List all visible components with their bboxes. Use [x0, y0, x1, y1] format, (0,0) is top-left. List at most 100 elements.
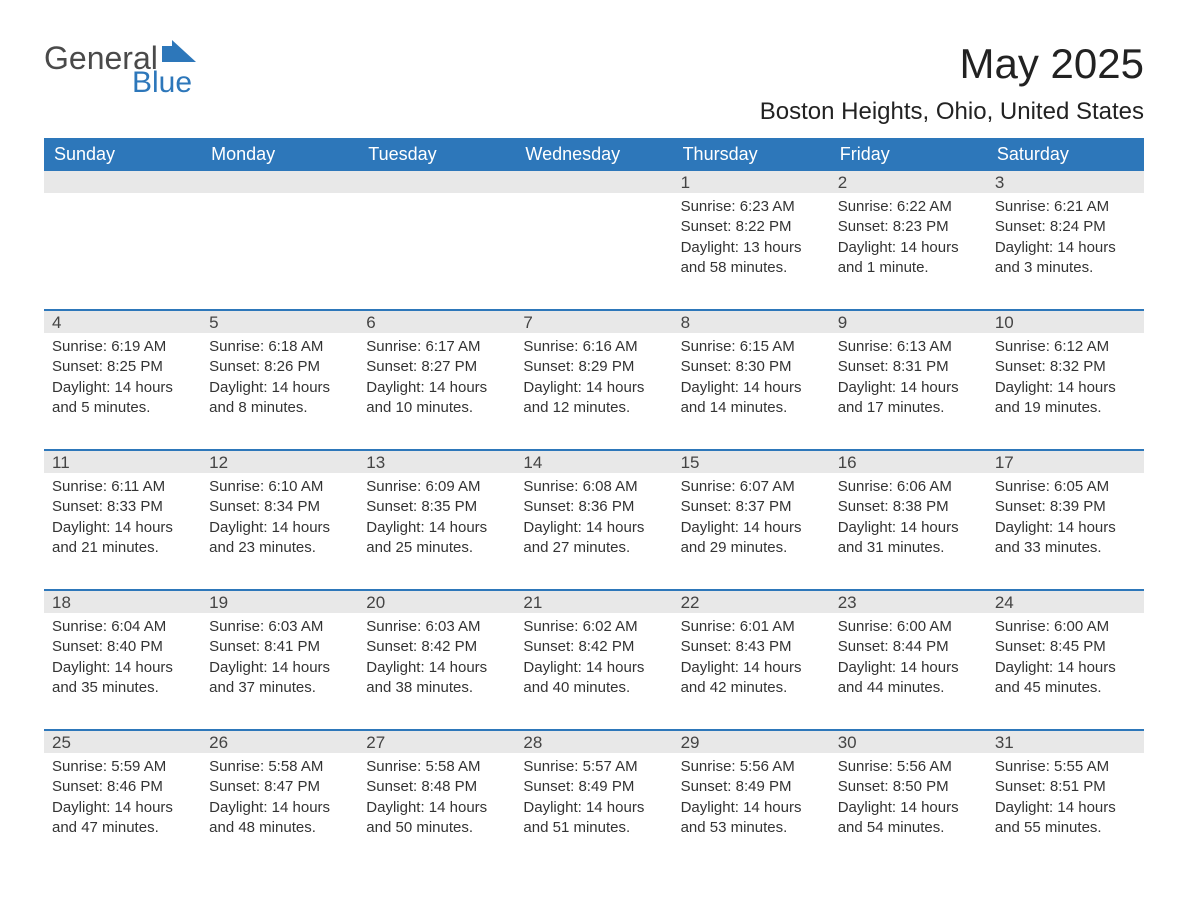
- calendar-cell: 22Sunrise: 6:01 AMSunset: 8:43 PMDayligh…: [673, 590, 830, 730]
- day-body: Sunrise: 6:06 AMSunset: 8:38 PMDaylight:…: [830, 473, 987, 566]
- day-body: Sunrise: 6:11 AMSunset: 8:33 PMDaylight:…: [44, 473, 201, 566]
- sunrise-text: Sunrise: 6:22 AM: [838, 197, 979, 217]
- day-number: 5: [201, 311, 358, 333]
- sunrise-text: Sunrise: 6:10 AM: [209, 477, 350, 497]
- sunset-text: Sunset: 8:42 PM: [366, 637, 507, 657]
- calendar-cell: 31Sunrise: 5:55 AMSunset: 8:51 PMDayligh…: [987, 730, 1144, 869]
- daylight-text: Daylight: 14 hours and 44 minutes.: [838, 658, 979, 699]
- daylight-text: Daylight: 14 hours and 14 minutes.: [681, 378, 822, 419]
- sunrise-text: Sunrise: 6:00 AM: [995, 617, 1136, 637]
- day-number: 8: [673, 311, 830, 333]
- day-body: Sunrise: 5:56 AMSunset: 8:49 PMDaylight:…: [673, 753, 830, 846]
- calendar-head: Sunday Monday Tuesday Wednesday Thursday…: [44, 138, 1144, 171]
- daylight-text: Daylight: 14 hours and 25 minutes.: [366, 518, 507, 559]
- daylight-text: Daylight: 14 hours and 1 minute.: [838, 238, 979, 279]
- day-number: 6: [358, 311, 515, 333]
- day-number: 7: [515, 311, 672, 333]
- sunset-text: Sunset: 8:48 PM: [366, 777, 507, 797]
- day-body: Sunrise: 6:13 AMSunset: 8:31 PMDaylight:…: [830, 333, 987, 426]
- daylight-text: Daylight: 14 hours and 53 minutes.: [681, 798, 822, 839]
- logo: General Blue: [44, 40, 196, 98]
- month-title: May 2025: [760, 40, 1144, 88]
- sunrise-text: Sunrise: 5:58 AM: [366, 757, 507, 777]
- sunrise-text: Sunrise: 6:03 AM: [209, 617, 350, 637]
- day-body: Sunrise: 6:09 AMSunset: 8:35 PMDaylight:…: [358, 473, 515, 566]
- page-header: General Blue May 2025 Boston Heights, Oh…: [44, 40, 1144, 126]
- day-number: 15: [673, 451, 830, 473]
- sunset-text: Sunset: 8:32 PM: [995, 357, 1136, 377]
- sunset-text: Sunset: 8:41 PM: [209, 637, 350, 657]
- day-number: 1: [673, 171, 830, 193]
- day-number: [201, 171, 358, 193]
- calendar-cell: [44, 171, 201, 310]
- daylight-text: Daylight: 14 hours and 35 minutes.: [52, 658, 193, 699]
- calendar-cell: 28Sunrise: 5:57 AMSunset: 8:49 PMDayligh…: [515, 730, 672, 869]
- sunset-text: Sunset: 8:22 PM: [681, 217, 822, 237]
- day-number: 12: [201, 451, 358, 473]
- sunrise-text: Sunrise: 6:12 AM: [995, 337, 1136, 357]
- sunset-text: Sunset: 8:49 PM: [681, 777, 822, 797]
- calendar-cell: 2Sunrise: 6:22 AMSunset: 8:23 PMDaylight…: [830, 171, 987, 310]
- day-body: Sunrise: 6:03 AMSunset: 8:42 PMDaylight:…: [358, 613, 515, 706]
- sunset-text: Sunset: 8:49 PM: [523, 777, 664, 797]
- calendar-row: 1Sunrise: 6:23 AMSunset: 8:22 PMDaylight…: [44, 171, 1144, 310]
- day-number: 26: [201, 731, 358, 753]
- day-number: [44, 171, 201, 193]
- calendar-cell: 3Sunrise: 6:21 AMSunset: 8:24 PMDaylight…: [987, 171, 1144, 310]
- sunset-text: Sunset: 8:44 PM: [838, 637, 979, 657]
- calendar-cell: 13Sunrise: 6:09 AMSunset: 8:35 PMDayligh…: [358, 450, 515, 590]
- day-body: Sunrise: 6:22 AMSunset: 8:23 PMDaylight:…: [830, 193, 987, 286]
- sunrise-text: Sunrise: 5:58 AM: [209, 757, 350, 777]
- sunrise-text: Sunrise: 6:06 AM: [838, 477, 979, 497]
- sunrise-text: Sunrise: 5:56 AM: [681, 757, 822, 777]
- calendar-cell: 15 Sunrise: 6:07 AMSunset: 8:37 PMDayligh…: [673, 450, 830, 590]
- sunset-text: Sunset: 8:38 PM: [838, 497, 979, 517]
- sunset-text: Sunset: 8:39 PM: [995, 497, 1136, 517]
- logo-flag-icon: [162, 40, 196, 66]
- day-body: Sunrise: 5:58 AMSunset: 8:48 PMDaylight:…: [358, 753, 515, 846]
- sunrise-text: Sunrise: 6:02 AM: [523, 617, 664, 637]
- sunrise-text: Sunrise: 6:07 AM: [681, 477, 822, 497]
- daylight-text: Daylight: 14 hours and 29 minutes.: [681, 518, 822, 559]
- logo-text-blue: Blue: [132, 68, 196, 98]
- day-body: Sunrise: 6:01 AMSunset: 8:43 PMDaylight:…: [673, 613, 830, 706]
- daylight-text: Daylight: 14 hours and 3 minutes.: [995, 238, 1136, 279]
- daylight-text: Daylight: 14 hours and 54 minutes.: [838, 798, 979, 839]
- calendar-cell: 19Sunrise: 6:03 AMSunset: 8:41 PMDayligh…: [201, 590, 358, 730]
- calendar-cell: [358, 171, 515, 310]
- daylight-text: Daylight: 13 hours and 58 minutes.: [681, 238, 822, 279]
- calendar-row: 18Sunrise: 6:04 AMSunset: 8:40 PMDayligh…: [44, 590, 1144, 730]
- sunset-text: Sunset: 8:46 PM: [52, 777, 193, 797]
- day-number: 16: [830, 451, 987, 473]
- sunrise-text: Sunrise: 6:03 AM: [366, 617, 507, 637]
- col-thursday: Thursday: [673, 138, 830, 171]
- col-tuesday: Tuesday: [358, 138, 515, 171]
- calendar-cell: 29Sunrise: 5:56 AMSunset: 8:49 PMDayligh…: [673, 730, 830, 869]
- day-number: [358, 171, 515, 193]
- day-number: 9: [830, 311, 987, 333]
- daylight-text: Daylight: 14 hours and 45 minutes.: [995, 658, 1136, 699]
- day-number: 17: [987, 451, 1144, 473]
- daylight-text: Daylight: 14 hours and 10 minutes.: [366, 378, 507, 419]
- daylight-text: Daylight: 14 hours and 48 minutes.: [209, 798, 350, 839]
- day-body: Sunrise: 6:16 AMSunset: 8:29 PMDaylight:…: [515, 333, 672, 426]
- daylight-text: Daylight: 14 hours and 23 minutes.: [209, 518, 350, 559]
- sunrise-text: Sunrise: 6:13 AM: [838, 337, 979, 357]
- sunset-text: Sunset: 8:40 PM: [52, 637, 193, 657]
- day-body: [515, 193, 672, 295]
- day-body: Sunrise: 6:00 AMSunset: 8:44 PMDaylight:…: [830, 613, 987, 706]
- sunset-text: Sunset: 8:34 PM: [209, 497, 350, 517]
- day-body: Sunrise: 6:04 AMSunset: 8:40 PMDaylight:…: [44, 613, 201, 706]
- day-number: 31: [987, 731, 1144, 753]
- day-body: Sunrise: 6:12 AMSunset: 8:32 PMDaylight:…: [987, 333, 1144, 426]
- calendar-cell: 7Sunrise: 6:16 AMSunset: 8:29 PMDaylight…: [515, 310, 672, 450]
- calendar-cell: 18Sunrise: 6:04 AMSunset: 8:40 PMDayligh…: [44, 590, 201, 730]
- sunset-text: Sunset: 8:37 PM: [681, 497, 822, 517]
- sunset-text: Sunset: 8:36 PM: [523, 497, 664, 517]
- day-number: 3: [987, 171, 1144, 193]
- daylight-text: Daylight: 14 hours and 50 minutes.: [366, 798, 507, 839]
- sunset-text: Sunset: 8:50 PM: [838, 777, 979, 797]
- daylight-text: Daylight: 14 hours and 17 minutes.: [838, 378, 979, 419]
- sunset-text: Sunset: 8:43 PM: [681, 637, 822, 657]
- calendar-cell: 27Sunrise: 5:58 AMSunset: 8:48 PMDayligh…: [358, 730, 515, 869]
